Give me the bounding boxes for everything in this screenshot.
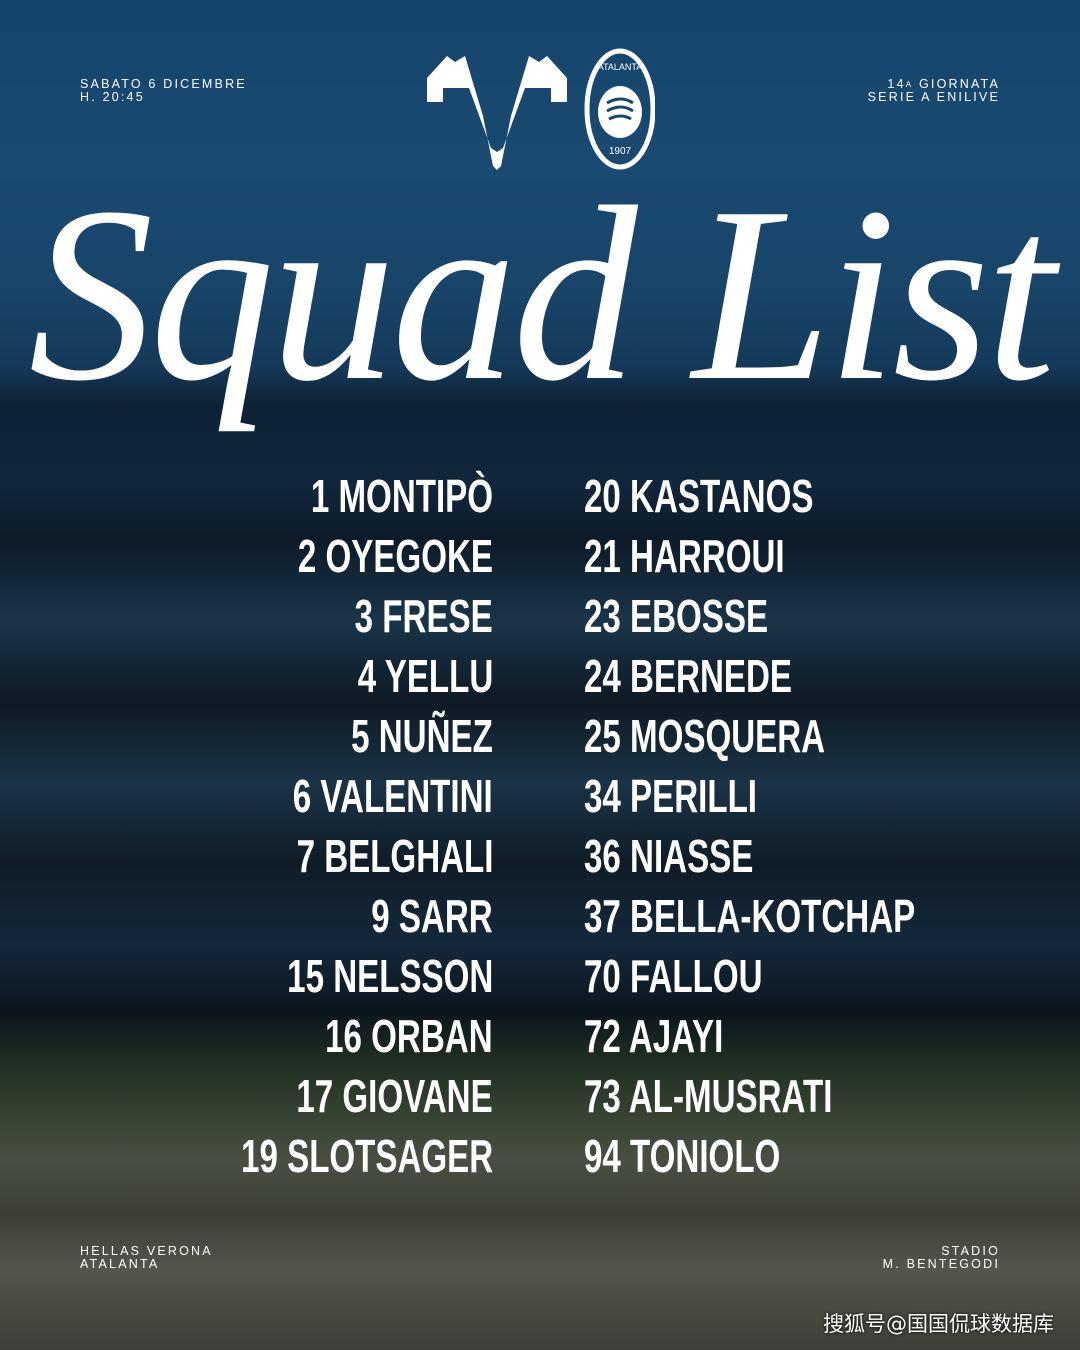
match-date: SABATO 6 DICEMBRE xyxy=(80,77,247,91)
player-name: 94 TONIOLO xyxy=(584,1130,781,1182)
player-row: 37 BELLA-KOTCHAP xyxy=(584,886,1044,946)
player-name: 25 MOSQUERA xyxy=(584,710,826,762)
matchday: 14A GIORNATA xyxy=(887,77,1000,91)
player-name: 24 BERNEDE xyxy=(584,650,792,702)
player-name: 70 FALLOU xyxy=(584,950,763,1002)
player-row: 4 YELLU xyxy=(143,646,493,706)
squad-list-left: 1 MONTIPÒ 2 OYEGOKE 3 FRESE 4 YELLU 5 NUÑEZ 6… xyxy=(143,466,493,1186)
player-name: 21 HARROUI xyxy=(584,530,785,582)
player-row: 21 HARROUI xyxy=(584,526,1044,586)
player-name: 37 BELLA-KOTCHAP xyxy=(584,890,916,942)
player-row: 17 GIOVANE xyxy=(143,1066,493,1126)
watermark: 搜狐号@国国侃球数据库 xyxy=(823,1312,1054,1336)
player-row: 20 KASTANOS xyxy=(584,466,1044,526)
player-name: 34 PERILLI xyxy=(584,770,758,822)
svg-text:ATALANTA: ATALANTA xyxy=(598,62,643,72)
player-row: 2 OYEGOKE xyxy=(143,526,493,586)
player-name: 17 GIOVANE xyxy=(296,1070,493,1122)
atalanta-crest-icon: ATALANTA 1907 xyxy=(584,48,655,170)
player-row: 34 PERILLI xyxy=(584,766,1044,826)
player-row: 25 MOSQUERA xyxy=(584,706,1044,766)
svg-text:1907: 1907 xyxy=(609,146,632,157)
player-name: 5 NUÑEZ xyxy=(351,710,493,762)
home-team: HELLAS VERONA xyxy=(80,1244,213,1258)
player-name: 6 VALENTINI xyxy=(293,770,493,822)
match-info: 14A GIORNATA SERIE A ENILIVE xyxy=(868,78,1000,104)
teams: HELLAS VERONA ATALANTA xyxy=(80,1245,213,1271)
player-name: 36 NIASSE xyxy=(584,830,754,882)
player-row: 36 NIASSE xyxy=(584,826,1044,886)
player-row: 70 FALLOU xyxy=(584,946,1044,1006)
player-row: 15 NELSSON xyxy=(143,946,493,1006)
player-row: 72 AJAYI xyxy=(584,1006,1044,1066)
player-row: 6 VALENTINI xyxy=(143,766,493,826)
player-name: 15 NELSSON xyxy=(286,950,493,1002)
player-name: 2 OYEGOKE xyxy=(297,530,493,582)
player-row: 23 EBOSSE xyxy=(584,586,1044,646)
stadium: STADIO M. BENTEGODI xyxy=(882,1244,1000,1271)
player-name: 19 SLOTSAGER xyxy=(240,1130,493,1182)
player-row: 5 NUÑEZ xyxy=(143,706,493,766)
player-name: 20 KASTANOS xyxy=(584,470,814,522)
player-row: 3 FRESE xyxy=(143,586,493,646)
player-name: 72 AJAYI xyxy=(584,1010,724,1062)
player-row: 24 BERNEDE xyxy=(584,646,1044,706)
player-row: 1 MONTIPÒ xyxy=(143,466,493,526)
player-name: 1 MONTIPÒ xyxy=(310,470,493,522)
player-name: 4 YELLU xyxy=(357,650,493,702)
player-name: 7 BELGHALI xyxy=(296,830,493,882)
player-row: 7 BELGHALI xyxy=(143,826,493,886)
player-name: 3 FRESE xyxy=(354,590,493,642)
player-row: 94 TONIOLO xyxy=(584,1126,1044,1186)
player-name: 23 EBOSSE xyxy=(584,590,769,642)
player-row: 19 SLOTSAGER xyxy=(143,1126,493,1186)
player-name: 16 ORBAN xyxy=(325,1010,493,1062)
player-row: 73 AL-MUSRATI xyxy=(584,1066,1044,1126)
player-name: 9 SARR xyxy=(371,890,493,942)
player-row: 16 ORBAN xyxy=(143,1006,493,1066)
match-date-time: SABATO 6 DICEMBRE H. 20:45 xyxy=(80,78,247,104)
team-logos: ATALANTA 1907 xyxy=(427,48,655,170)
away-team: ATALANTA xyxy=(80,1257,160,1271)
league: SERIE A ENILIVE xyxy=(867,90,1000,104)
page-title: Squad List xyxy=(28,156,1056,433)
squad-list-right: 20 KASTANOS 21 HARROUI 23 EBOSSE 24 BERNEDE… xyxy=(584,466,1044,1186)
hellas-verona-crest-icon xyxy=(427,56,567,170)
match-time: H. 20:45 xyxy=(80,90,145,104)
player-row: 9 SARR xyxy=(143,886,493,946)
player-name: 73 AL-MUSRATI xyxy=(584,1070,833,1122)
